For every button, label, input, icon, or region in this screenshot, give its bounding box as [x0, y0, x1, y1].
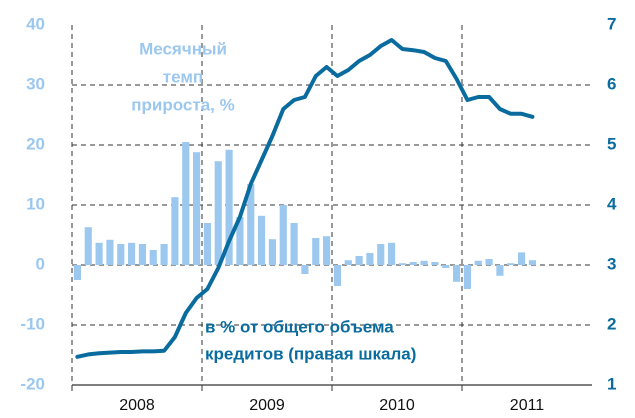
y2-tick-label: 1	[607, 374, 616, 393]
bar	[149, 250, 157, 265]
bar	[312, 238, 320, 265]
bar	[485, 259, 493, 265]
line-series-label: в % от общего объема	[205, 317, 394, 336]
bar	[420, 260, 428, 265]
bar	[323, 236, 331, 265]
bar	[268, 239, 276, 265]
bar	[95, 242, 103, 265]
bar	[496, 265, 504, 276]
bar	[73, 265, 81, 280]
bar	[279, 205, 287, 265]
bar-series-label: прироста, %	[131, 95, 234, 114]
y2-tick-label: 6	[607, 74, 616, 93]
bar	[528, 260, 536, 265]
y2-tick-label: 4	[607, 194, 617, 213]
y-tick-label: -10	[20, 314, 45, 333]
y2-tick-label: 7	[607, 14, 616, 33]
bar	[193, 152, 201, 265]
bar	[366, 253, 374, 265]
y-tick-label: 40	[26, 14, 45, 33]
bar	[518, 252, 526, 265]
line-series-label: кредитов (правая шкала)	[205, 344, 416, 363]
bar	[507, 263, 515, 265]
y-tick-label: 10	[26, 194, 45, 213]
bar	[106, 239, 114, 265]
bar	[247, 184, 255, 265]
bar	[453, 265, 461, 282]
y-tick-label: 20	[26, 134, 45, 153]
y-tick-label: 0	[36, 254, 45, 273]
bar	[344, 260, 352, 265]
y2-tick-label: 2	[607, 314, 616, 333]
bar	[84, 227, 92, 265]
bar	[409, 262, 417, 265]
y-tick-label: -20	[20, 374, 45, 393]
y-tick-label: 30	[26, 74, 45, 93]
y2-tick-label: 5	[607, 134, 616, 153]
bar	[388, 242, 396, 265]
bar	[398, 263, 406, 265]
bar	[117, 244, 125, 265]
bar	[474, 260, 482, 265]
bar	[442, 265, 450, 268]
bar	[171, 197, 179, 265]
bar	[138, 244, 146, 265]
bar	[463, 265, 471, 289]
x-tick-label: 2010	[379, 397, 415, 414]
bar	[182, 142, 190, 265]
bar	[431, 262, 439, 265]
bar	[203, 223, 211, 265]
x-tick-label: 2011	[510, 397, 545, 414]
bar	[160, 244, 168, 265]
y2-tick-label: 3	[607, 254, 616, 273]
bar	[236, 217, 244, 265]
bar	[355, 256, 363, 265]
bar	[258, 215, 266, 265]
bar	[290, 223, 298, 265]
bar	[377, 244, 385, 265]
bar-series-label: темп	[163, 67, 203, 86]
line	[75, 38, 535, 359]
bar	[301, 265, 309, 274]
bar-series-label: Месячный	[139, 39, 227, 58]
x-tick-label: 2008	[119, 397, 155, 414]
bar	[333, 265, 341, 286]
bar	[214, 161, 222, 265]
bar	[128, 242, 136, 265]
bar	[225, 149, 233, 265]
x-tick-label: 2009	[249, 397, 285, 414]
